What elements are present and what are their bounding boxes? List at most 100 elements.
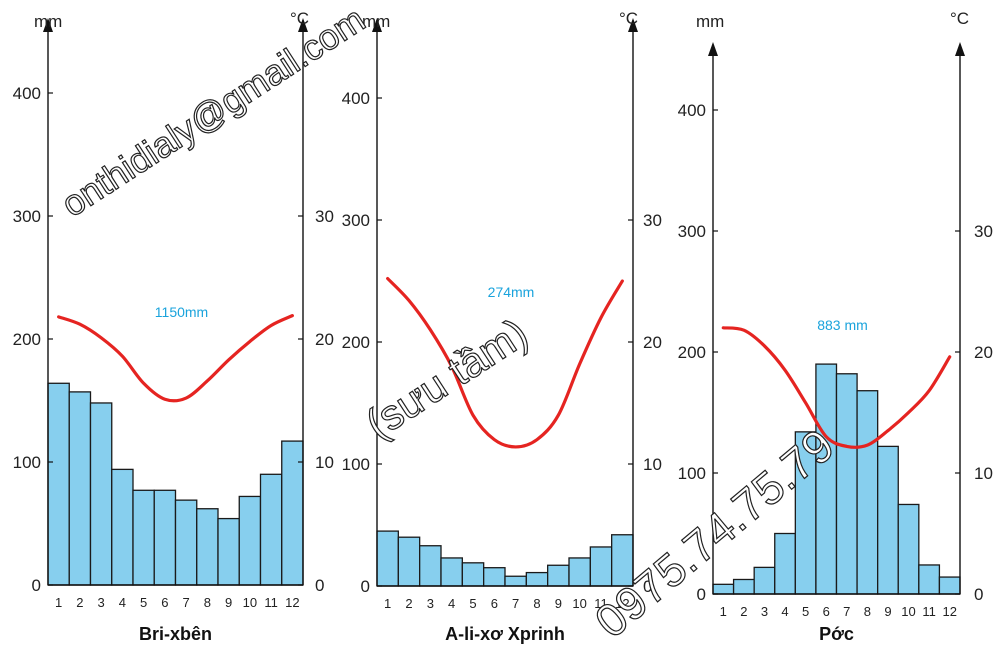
- precipitation-bar: [397, 536, 421, 587]
- precipitation-bar: [897, 503, 920, 595]
- precipitation-bar: [238, 495, 262, 586]
- precipitation-bar: [174, 499, 198, 586]
- precipitation-bar: [89, 402, 113, 586]
- right-axis-arrow: [628, 18, 638, 32]
- left-tick-label: 100: [342, 455, 370, 474]
- temperature-line: [386, 276, 624, 449]
- month-label: 3: [427, 596, 434, 611]
- precipitation-bar: [835, 373, 858, 595]
- month-label: 4: [448, 596, 455, 611]
- month-label: 1: [720, 604, 727, 619]
- left-tick-label: 400: [678, 101, 706, 120]
- month-label: 11: [922, 604, 936, 619]
- left-tick-label: 300: [678, 222, 706, 241]
- precipitation-bar: [918, 564, 941, 595]
- precipitation-bar: [504, 575, 527, 587]
- left-unit-label: mm: [362, 12, 390, 31]
- station-title: Pớc: [819, 624, 854, 644]
- precipitation-bar: [259, 473, 283, 586]
- precipitation-bar: [68, 391, 92, 586]
- month-label: 10: [243, 595, 257, 610]
- left-tick-label: 0: [361, 577, 370, 596]
- left-tick-label: 200: [13, 330, 41, 349]
- watermark-email: onthidialy@gmail.com: [54, 0, 372, 225]
- precipitation-bar: [461, 562, 485, 587]
- watermark-credit: (sưu tầm): [357, 309, 535, 448]
- precipitation-bar: [877, 445, 899, 595]
- precipitation-bar: [732, 578, 755, 595]
- precipitation-bar: [589, 546, 613, 587]
- left-tick-label: 0: [697, 585, 706, 604]
- temperature-line: [57, 314, 294, 403]
- right-unit-label: °C: [950, 9, 969, 28]
- right-unit-label: °C: [619, 9, 638, 28]
- precipitation-bar: [525, 571, 549, 587]
- precipitation-bar: [111, 468, 134, 586]
- month-label: 2: [740, 604, 747, 619]
- precipitation-bar: [856, 390, 879, 595]
- precipitation-bar: [753, 566, 776, 595]
- month-label: 3: [761, 604, 768, 619]
- month-label: 9: [555, 596, 562, 611]
- right-tick-label: 0: [974, 585, 983, 604]
- left-axis-arrow: [372, 18, 382, 32]
- precipitation-bar: [376, 530, 399, 587]
- right-tick-label: 20: [643, 333, 662, 352]
- precipitation-bar: [196, 508, 219, 586]
- left-tick-label: 400: [342, 89, 370, 108]
- month-label: 9: [884, 604, 891, 619]
- month-label: 1: [384, 596, 391, 611]
- left-tick-label: 200: [342, 333, 370, 352]
- month-label: 4: [781, 604, 788, 619]
- month-label: 12: [615, 596, 629, 611]
- station-title: Bri-xbên: [139, 624, 212, 644]
- month-label: 7: [512, 596, 519, 611]
- month-label: 12: [942, 604, 956, 619]
- right-axis-arrow: [955, 42, 965, 56]
- left-tick-label: 100: [678, 464, 706, 483]
- right-tick-label: 10: [315, 453, 334, 472]
- precipitation-bar: [712, 583, 735, 595]
- month-label: 12: [285, 595, 299, 610]
- month-label: 6: [161, 595, 168, 610]
- right-tick-label: 0: [315, 576, 324, 595]
- month-label: 8: [864, 604, 871, 619]
- left-tick-label: 300: [13, 207, 41, 226]
- right-tick-label: 10: [974, 464, 993, 483]
- precipitation-bar: [483, 567, 506, 587]
- precipitation-bar: [568, 557, 591, 587]
- precipitation-bar: [419, 545, 442, 587]
- right-tick-label: 0: [643, 577, 652, 596]
- precipitation-bar: [47, 382, 70, 586]
- month-label: 7: [843, 604, 850, 619]
- temperature-line: [721, 326, 952, 449]
- precipitation-bar: [547, 564, 570, 587]
- precipitation-bar: [774, 532, 796, 595]
- left-unit-label: mm: [696, 12, 724, 31]
- precipitation-bar: [217, 517, 240, 586]
- month-label: 6: [823, 604, 830, 619]
- right-tick-label: 20: [315, 330, 334, 349]
- annual-total-label: 1150mm: [155, 304, 208, 320]
- left-tick-label: 300: [342, 211, 370, 230]
- left-axis-arrow: [708, 42, 718, 56]
- left-axis-arrow: [43, 18, 53, 32]
- month-label: 5: [469, 596, 476, 611]
- precipitation-bar: [153, 489, 177, 586]
- month-label: 6: [491, 596, 498, 611]
- annual-total-label: 883 mm: [817, 317, 868, 333]
- month-label: 7: [183, 595, 190, 610]
- right-tick-label: 30: [315, 207, 334, 226]
- right-axis-arrow: [298, 18, 308, 32]
- month-label: 9: [225, 595, 232, 610]
- precipitation-bar: [132, 489, 155, 586]
- right-tick-label: 10: [643, 455, 662, 474]
- precipitation-bar: [440, 557, 463, 587]
- right-tick-label: 30: [974, 222, 993, 241]
- month-label: 11: [594, 596, 608, 611]
- month-label: 8: [533, 596, 540, 611]
